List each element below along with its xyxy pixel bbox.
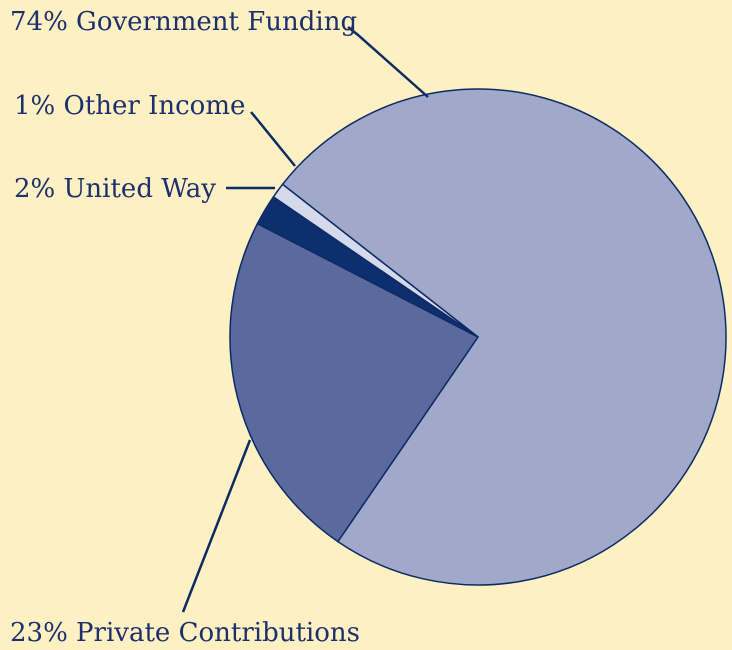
- leader-lines: [181, 26, 429, 613]
- slice-label-private-contributions: 23% Private Contributions: [10, 618, 360, 648]
- pie-slice-other-income: [272, 183, 479, 338]
- leader-line-other-income: [250, 111, 296, 167]
- pie-slices: [229, 88, 727, 586]
- slice-label-united-way: 2% United Way: [14, 174, 216, 204]
- pie-slice-private-contributions: [229, 222, 480, 543]
- slice-label-other-income: 1% Other Income: [14, 91, 245, 121]
- slice-labels: 74% Government Funding 1% Other Income 2…: [10, 7, 360, 648]
- slice-label-government-funding: 74% Government Funding: [10, 7, 357, 37]
- leader-line-private-contributions: [181, 439, 252, 613]
- leader-line-government-funding: [347, 26, 429, 98]
